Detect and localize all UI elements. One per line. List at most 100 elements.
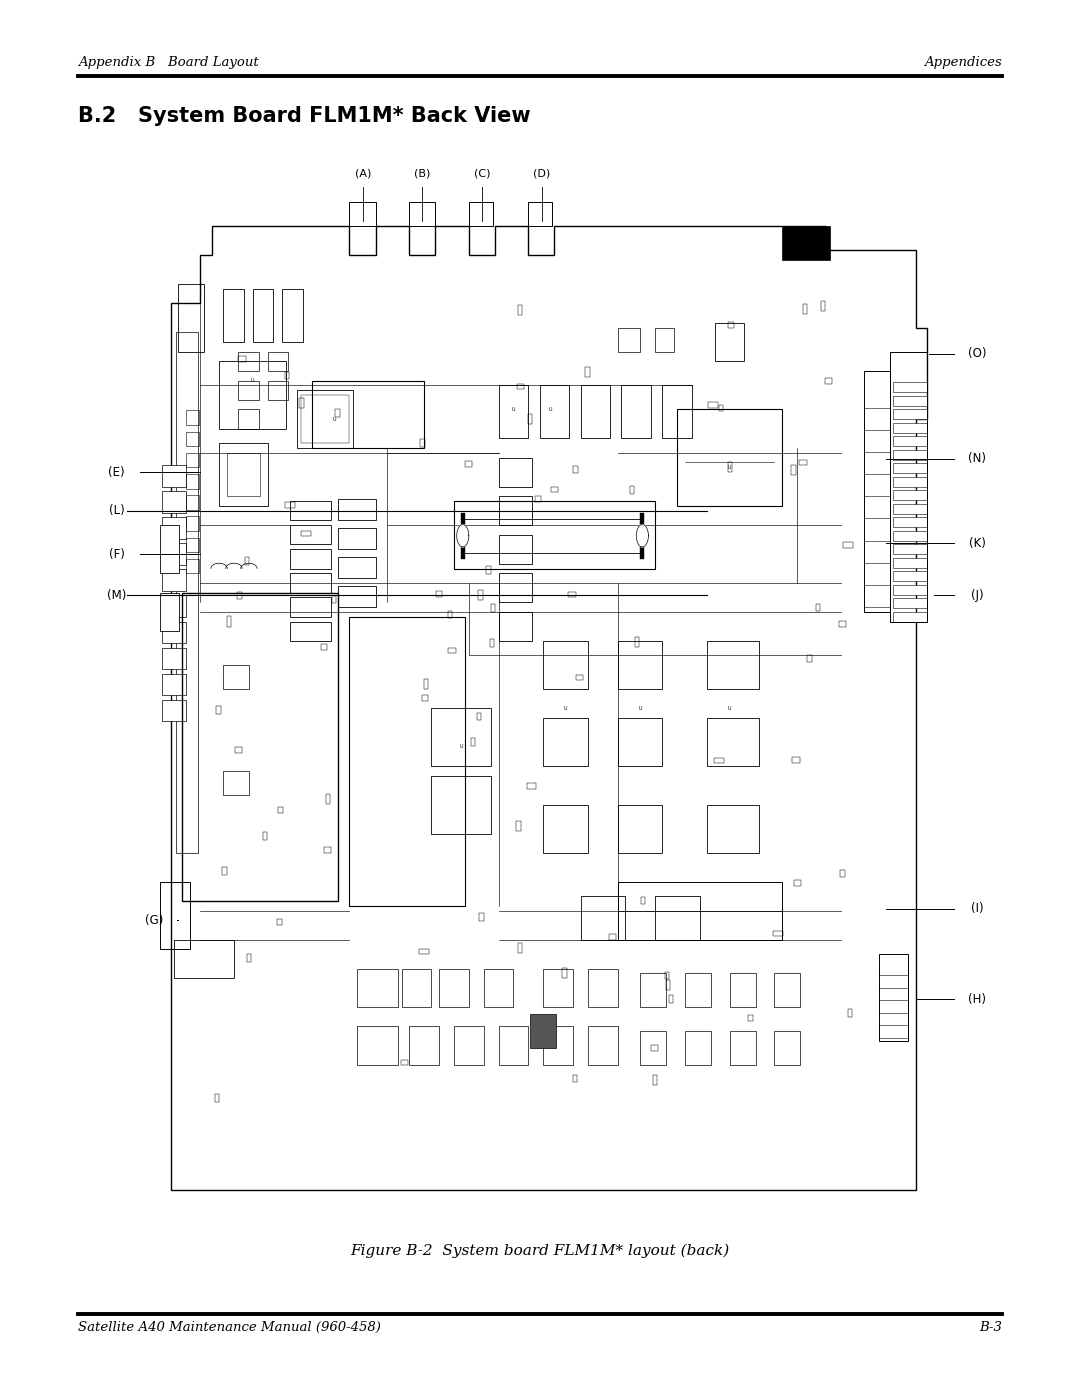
- Bar: [227, 453, 260, 496]
- Bar: [321, 644, 327, 650]
- Bar: [685, 974, 711, 1007]
- Bar: [893, 395, 927, 405]
- Bar: [219, 362, 286, 429]
- Bar: [540, 386, 569, 439]
- Text: U: U: [459, 745, 463, 749]
- Text: (L): (L): [109, 504, 124, 517]
- Text: Appendices: Appendices: [924, 56, 1002, 68]
- Bar: [219, 443, 268, 506]
- Bar: [160, 592, 179, 631]
- Bar: [216, 707, 220, 714]
- Bar: [654, 897, 700, 940]
- Bar: [401, 1060, 408, 1066]
- Bar: [454, 1027, 484, 1065]
- Bar: [517, 305, 522, 314]
- Bar: [517, 943, 522, 953]
- Bar: [338, 528, 376, 549]
- Bar: [448, 648, 456, 654]
- Bar: [246, 954, 251, 963]
- Text: (D): (D): [534, 168, 551, 179]
- Bar: [581, 386, 610, 439]
- Bar: [588, 1027, 618, 1065]
- Bar: [516, 821, 521, 831]
- Text: U: U: [728, 465, 731, 469]
- Bar: [499, 386, 528, 439]
- Bar: [893, 409, 927, 419]
- Bar: [543, 718, 588, 766]
- Bar: [424, 679, 429, 689]
- Bar: [222, 868, 227, 875]
- Bar: [662, 386, 692, 439]
- Bar: [245, 557, 249, 564]
- Bar: [222, 289, 244, 342]
- Bar: [840, 870, 845, 877]
- Bar: [162, 570, 186, 591]
- Bar: [186, 517, 199, 531]
- Bar: [326, 795, 330, 805]
- Bar: [893, 571, 927, 581]
- Bar: [774, 974, 800, 1007]
- Bar: [338, 585, 376, 608]
- Bar: [799, 460, 807, 465]
- Bar: [222, 771, 248, 795]
- Bar: [285, 372, 289, 379]
- Bar: [289, 502, 330, 520]
- Bar: [893, 531, 927, 541]
- Bar: [499, 496, 532, 525]
- Bar: [186, 453, 199, 467]
- Bar: [893, 436, 927, 446]
- Bar: [186, 432, 199, 446]
- Bar: [864, 372, 890, 612]
- Bar: [178, 284, 204, 352]
- Bar: [186, 474, 199, 489]
- Bar: [669, 995, 673, 1003]
- Bar: [419, 949, 429, 954]
- Bar: [618, 718, 662, 766]
- Bar: [650, 1045, 658, 1051]
- Bar: [843, 542, 853, 548]
- Bar: [774, 1031, 800, 1065]
- Bar: [402, 968, 432, 1007]
- Bar: [420, 439, 424, 447]
- Bar: [332, 595, 336, 604]
- Bar: [438, 968, 469, 1007]
- Bar: [289, 549, 330, 569]
- Bar: [299, 398, 303, 408]
- Bar: [782, 226, 831, 260]
- Bar: [685, 1031, 711, 1065]
- Bar: [893, 585, 927, 595]
- Bar: [527, 784, 537, 789]
- Bar: [350, 616, 465, 905]
- Bar: [160, 525, 179, 573]
- Bar: [447, 612, 451, 617]
- Text: (A): (A): [354, 168, 372, 179]
- Bar: [312, 380, 424, 448]
- Text: (G): (G): [145, 914, 164, 926]
- Bar: [436, 591, 443, 597]
- Text: (K): (K): [969, 536, 986, 550]
- Text: Satellite A40 Maintenance Manual (960-458): Satellite A40 Maintenance Manual (960-45…: [78, 1322, 380, 1334]
- Bar: [654, 327, 674, 352]
- Text: Figure B-2  System board FLM1M* layout (back): Figure B-2 System board FLM1M* layout (b…: [350, 1243, 730, 1257]
- Bar: [253, 289, 273, 342]
- Text: (E): (E): [108, 465, 125, 479]
- Bar: [432, 708, 491, 766]
- Bar: [893, 598, 927, 608]
- Bar: [893, 504, 927, 514]
- Bar: [807, 655, 811, 662]
- Text: (H): (H): [969, 993, 986, 1006]
- Bar: [568, 592, 576, 598]
- Bar: [730, 974, 756, 1007]
- Bar: [268, 352, 288, 372]
- Bar: [162, 543, 186, 564]
- Bar: [588, 968, 618, 1007]
- Bar: [728, 323, 734, 328]
- Bar: [461, 513, 465, 559]
- Bar: [454, 502, 656, 569]
- Text: U: U: [512, 407, 515, 412]
- Bar: [618, 805, 662, 852]
- Bar: [499, 535, 532, 564]
- Bar: [186, 538, 199, 552]
- Bar: [238, 591, 242, 599]
- Bar: [893, 612, 927, 622]
